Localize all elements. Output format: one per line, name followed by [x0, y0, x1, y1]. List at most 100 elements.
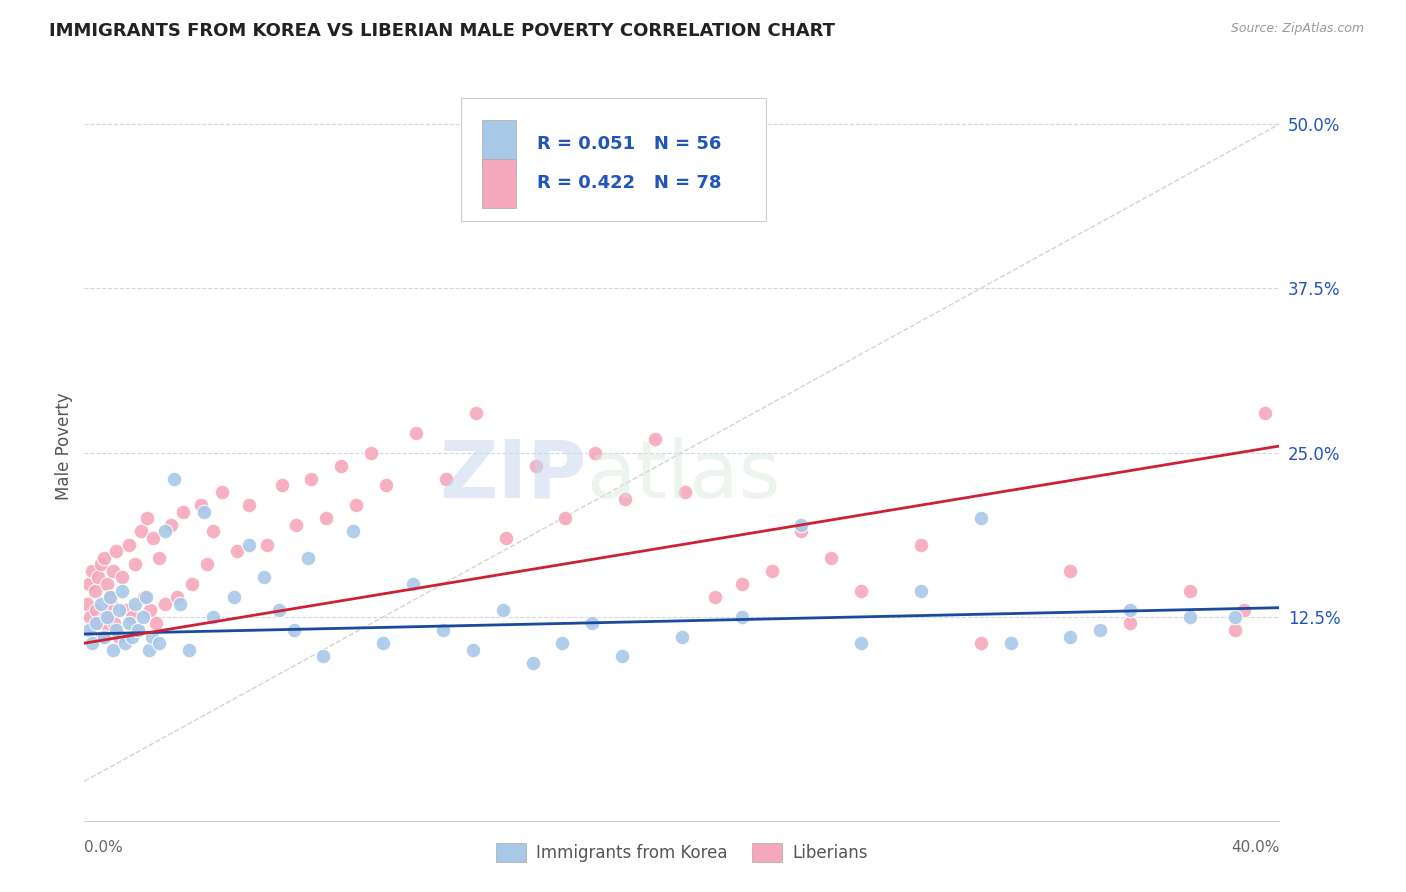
Point [360, 445, 382, 459]
Point [270, 478, 292, 492]
Point [97, 623, 120, 637]
Text: 0.0%: 0.0% [84, 840, 124, 855]
Point [90, 597, 112, 611]
Point [731, 577, 754, 591]
Point [89, 616, 111, 631]
Point [1178, 583, 1201, 598]
Point [142, 531, 165, 545]
Point [118, 616, 141, 631]
Point [405, 425, 427, 440]
Point [98, 590, 121, 604]
Point [238, 538, 260, 552]
Point [100, 597, 122, 611]
Point [195, 558, 218, 572]
Point [166, 590, 188, 604]
Point [83, 583, 105, 598]
Point [464, 406, 486, 420]
Point [76, 597, 98, 611]
Point [86, 616, 108, 631]
Point [121, 610, 143, 624]
Point [256, 538, 278, 552]
Point [315, 511, 337, 525]
Point [522, 656, 544, 670]
Point [495, 531, 517, 545]
Point [790, 517, 813, 532]
Text: IMMIGRANTS FROM KOREA VS LIBERIAN MALE POVERTY CORRELATION CHART: IMMIGRANTS FROM KOREA VS LIBERIAN MALE P… [49, 22, 835, 40]
Point [201, 524, 224, 539]
Point [583, 445, 606, 459]
Point [492, 603, 515, 617]
Point [114, 636, 136, 650]
Point [104, 623, 127, 637]
Point [118, 538, 141, 552]
Point [673, 485, 696, 500]
Point [177, 642, 200, 657]
Point [138, 642, 160, 657]
Point [124, 597, 146, 611]
Text: R = 0.051   N = 56: R = 0.051 N = 56 [537, 136, 721, 153]
Point [312, 649, 335, 664]
Point [77, 577, 100, 591]
Point [373, 636, 395, 650]
Point [1223, 623, 1246, 637]
Point [253, 570, 276, 584]
Point [790, 524, 813, 539]
Point [1119, 616, 1142, 631]
Point [80, 564, 103, 578]
Point [80, 636, 103, 650]
Point [267, 603, 290, 617]
Point [330, 458, 353, 473]
Point [103, 616, 125, 631]
Point [172, 505, 194, 519]
Point [581, 616, 603, 631]
Point [90, 558, 112, 572]
Point [1090, 623, 1112, 637]
Legend: Immigrants from Korea, Liberians: Immigrants from Korea, Liberians [489, 836, 875, 869]
Point [163, 472, 186, 486]
Point [96, 577, 118, 591]
Point [375, 478, 398, 492]
Point [434, 472, 457, 486]
Point [141, 630, 163, 644]
Point [1059, 630, 1081, 644]
Point [851, 583, 873, 598]
Point [644, 433, 666, 447]
Point [614, 491, 637, 506]
Text: R = 0.422   N = 78: R = 0.422 N = 78 [537, 174, 721, 193]
Point [148, 636, 170, 650]
Point [107, 630, 129, 644]
Point [211, 485, 233, 500]
Point [139, 603, 162, 617]
Point [910, 583, 932, 598]
Point [301, 472, 323, 486]
Point [1253, 406, 1275, 420]
Point [1119, 603, 1142, 617]
Text: Source: ZipAtlas.com: Source: ZipAtlas.com [1230, 22, 1364, 36]
FancyBboxPatch shape [482, 159, 516, 208]
Point [297, 550, 319, 565]
Point [1223, 610, 1246, 624]
Point [148, 550, 170, 565]
Point [121, 630, 143, 644]
Point [970, 511, 993, 525]
Point [970, 636, 993, 650]
Point [432, 623, 454, 637]
Point [129, 524, 152, 539]
Point [551, 636, 574, 650]
Point [107, 603, 129, 617]
Point [145, 616, 167, 631]
Y-axis label: Male Poverty: Male Poverty [55, 392, 73, 500]
Point [94, 610, 117, 624]
Point [193, 505, 215, 519]
Point [153, 597, 176, 611]
Point [169, 597, 191, 611]
Point [77, 623, 100, 637]
Point [1178, 610, 1201, 624]
Point [344, 498, 367, 512]
Text: 40.0%: 40.0% [1232, 840, 1279, 855]
Point [402, 577, 425, 591]
Point [851, 636, 873, 650]
FancyBboxPatch shape [461, 97, 766, 221]
Text: atlas: atlas [586, 437, 780, 515]
Point [101, 564, 124, 578]
